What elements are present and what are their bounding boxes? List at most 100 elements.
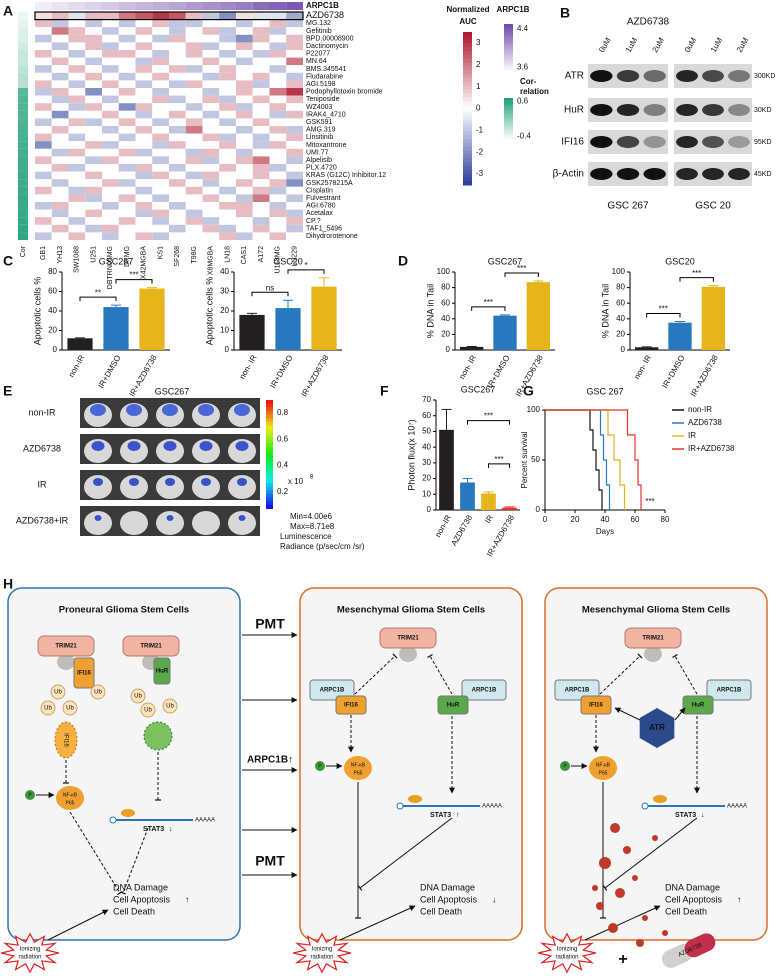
heatmap-cell [135, 209, 153, 218]
significance-bracket [79, 296, 117, 302]
heatmap-cell [202, 217, 220, 225]
colorbar-step [504, 67, 513, 69]
colorbar-step [504, 128, 513, 130]
heatmap-cell [169, 27, 186, 35]
cor-cell [18, 57, 28, 66]
heatmap-cell [35, 50, 52, 58]
colorbar-step [504, 24, 513, 26]
heatmap-cell [135, 110, 153, 119]
heatmap-cell [269, 209, 287, 218]
heatmap-cell [169, 12, 186, 20]
heatmap-cell [118, 179, 136, 187]
arpc1b [706, 679, 752, 701]
heatmap-cell [219, 209, 236, 218]
colorbar-step [504, 101, 513, 103]
significance-bracket [679, 277, 714, 282]
radiation-label: radiation [18, 955, 41, 961]
heatmap-cell [51, 110, 69, 119]
size-label: 45KD [754, 171, 772, 178]
colorbar-step [504, 60, 513, 62]
colorbar-step [504, 61, 513, 63]
outcome-label: Cell Apoptosis [113, 894, 171, 904]
colorbar-step [266, 461, 273, 466]
heatmap-cell [202, 224, 220, 233]
bar [668, 322, 692, 350]
y-tick-label: 40 [422, 442, 431, 451]
legend-title: Normalized [446, 5, 489, 14]
pmt-label: PMT [255, 616, 285, 632]
heatmap-cell [185, 118, 203, 126]
colorbar-step [463, 97, 472, 102]
blot-band [616, 104, 640, 116]
colorbar-step [463, 119, 472, 125]
colorbar-step [266, 428, 273, 433]
cor-cell [18, 65, 28, 73]
heatmap-cell [152, 179, 169, 187]
heatmap-cell [252, 118, 270, 126]
nfkb [589, 756, 617, 780]
mrna-cap [641, 802, 649, 810]
cor-cell [18, 110, 28, 119]
heatmap-cell [135, 42, 153, 50]
heatmap-cell [51, 156, 69, 164]
heatmap-cell [236, 179, 253, 187]
colorbar-step [463, 43, 472, 48]
heatmap-cell [269, 65, 287, 73]
legend-title: ARPC1B [497, 5, 530, 14]
diagram-panel: Mesenchymal Glioma Stem Cells TRIM21 ARPC1… [538, 605, 752, 974]
heatmap-cell [85, 224, 102, 233]
heatmap-cell [51, 19, 69, 28]
heatmap-cell [118, 57, 136, 66]
x-tick-label: non-IR [433, 513, 453, 538]
blot-band [728, 104, 750, 116]
heatmap-cell [252, 88, 270, 96]
y-tick-label: 70 [422, 395, 431, 404]
colorbar-step [504, 129, 513, 132]
heatmap-cell [68, 95, 86, 104]
significance-bracket [504, 272, 539, 277]
heatmap-cell [219, 118, 236, 126]
row-label: BMS.345541 [306, 66, 347, 73]
colorbar-step [504, 26, 513, 29]
heatmap-cell [252, 156, 270, 164]
heatmap-cell [169, 179, 186, 187]
heatmap-cell [269, 19, 287, 28]
p65-label: P65 [66, 800, 75, 806]
radiation-label: Ionizing [557, 947, 578, 953]
colorbar-step [266, 454, 273, 459]
heatmap-cell [35, 148, 52, 157]
heatmap-cell [85, 156, 102, 164]
heatmap-cell [185, 194, 203, 202]
heatmap-cell [68, 88, 86, 96]
group-label: AZD6738+IR [16, 515, 69, 525]
heatmap-cell [185, 171, 203, 180]
heatmap-cell [102, 232, 119, 240]
heatmap-cell [68, 224, 86, 233]
heatmap-cell [85, 126, 102, 134]
diagram-box [7, 587, 241, 941]
colorbar-step [463, 139, 472, 144]
heatmap-cell [35, 12, 52, 20]
signal [94, 515, 102, 521]
y-tick-label: 40 [441, 314, 450, 323]
heatmap-cell [202, 133, 220, 142]
heatmap-cell [202, 27, 220, 35]
heatmap-cell [219, 224, 236, 233]
blot-band [643, 168, 666, 180]
heatmap-cell [169, 19, 186, 28]
chart-title: GSC267 [461, 384, 496, 394]
radiation-label: radiation [555, 955, 578, 961]
heatmap-cell [252, 34, 270, 43]
heatmap-cell [152, 194, 169, 202]
heatmap-cell [135, 164, 153, 172]
heatmap-cell [152, 88, 169, 96]
survival-line [545, 409, 626, 510]
heatmap-cell [236, 217, 253, 225]
colorbar-step [504, 42, 513, 44]
heatmap-cell [102, 118, 119, 126]
row-label: Cisplatin [306, 187, 333, 194]
x-tick-label: non- IR [238, 353, 259, 380]
chart-title: GSC20 [665, 256, 695, 266]
heatmap-cell [236, 50, 253, 58]
colorbar-step [266, 403, 273, 408]
